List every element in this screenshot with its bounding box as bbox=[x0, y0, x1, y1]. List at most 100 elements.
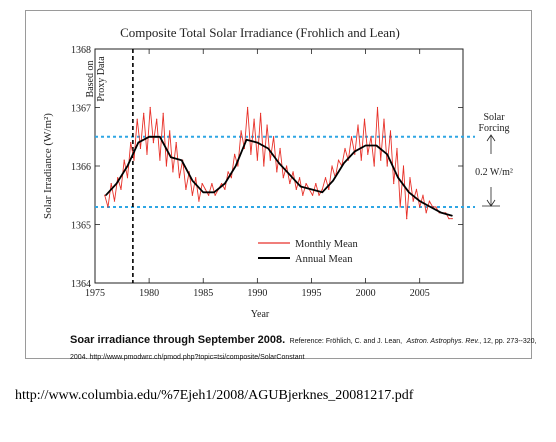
monthly-mean-point bbox=[272, 136, 275, 138]
monthly-mean-point bbox=[276, 171, 278, 173]
monthly-mean-point bbox=[204, 188, 206, 190]
monthly-mean-point bbox=[425, 212, 427, 214]
monthly-mean-point bbox=[237, 165, 239, 167]
monthly-mean-point bbox=[195, 177, 197, 179]
annual-mean-point bbox=[278, 162, 280, 164]
monthly-mean-point bbox=[383, 118, 385, 120]
monthly-mean-point bbox=[110, 182, 112, 185]
annual-mean-point bbox=[137, 142, 139, 144]
monthly-mean-point bbox=[256, 159, 258, 161]
monthly-mean-point bbox=[324, 177, 327, 179]
monthly-mean-point bbox=[240, 130, 242, 132]
proxy-label-line1: Based on bbox=[85, 61, 96, 98]
monthly-mean-point bbox=[123, 159, 125, 161]
annual-mean-point bbox=[289, 174, 291, 176]
x-axis-label: Year bbox=[251, 309, 270, 320]
monthly-mean-point bbox=[380, 159, 382, 161]
monthly-mean-point bbox=[448, 218, 450, 220]
monthly-mean-point bbox=[107, 206, 109, 208]
monthly-mean-point bbox=[263, 165, 265, 167]
x-tick-label: 1975 bbox=[85, 288, 105, 299]
annual-mean-point bbox=[105, 194, 107, 196]
monthly-mean-point bbox=[328, 188, 330, 190]
monthly-mean-point bbox=[230, 177, 232, 179]
monthly-mean-point bbox=[354, 153, 356, 155]
monthly-mean-point bbox=[360, 159, 362, 161]
annual-mean-point bbox=[343, 162, 345, 164]
annual-mean-point bbox=[202, 191, 204, 193]
monthly-mean-point bbox=[234, 153, 236, 155]
monthly-mean-point bbox=[402, 165, 405, 167]
annual-mean-point bbox=[245, 139, 248, 141]
monthly-mean-point bbox=[162, 112, 164, 114]
monthly-mean-point bbox=[178, 177, 181, 179]
monthly-mean-point bbox=[113, 200, 116, 202]
annual-mean-point bbox=[354, 150, 356, 152]
monthly-mean-point bbox=[311, 194, 314, 196]
x-tick-label: 2005 bbox=[410, 288, 430, 299]
forcing-arrow-up-head bbox=[486, 134, 496, 142]
caption-ref-prefix: Reference: Fröhlich, C. and J. Lean, bbox=[289, 338, 403, 345]
caption-ref-rest: , 12, pp. 273--320, 2004. http://www.pmo… bbox=[70, 338, 537, 361]
monthly-mean-point bbox=[269, 159, 271, 161]
solar-irradiance-chart: Composite Total Solar Irradiance (Frohli… bbox=[42, 25, 513, 320]
x-tick-label: 1995 bbox=[301, 288, 321, 299]
monthly-mean-point bbox=[143, 112, 145, 114]
monthly-mean-point bbox=[409, 177, 411, 179]
monthly-mean-point bbox=[393, 182, 395, 185]
monthly-mean-point bbox=[305, 182, 307, 185]
annual-mean-point bbox=[213, 191, 215, 193]
monthly-mean-point bbox=[357, 124, 359, 126]
monthly-mean-point bbox=[279, 147, 281, 150]
monthly-mean-point bbox=[428, 200, 431, 202]
forcing-value: 0.2 W/m² bbox=[475, 167, 513, 178]
annual-mean-point bbox=[180, 159, 183, 161]
annual-mean-point bbox=[408, 191, 410, 193]
monthly-mean-point bbox=[396, 147, 398, 150]
monthly-mean-point bbox=[344, 147, 346, 150]
y-tick-label: 1368 bbox=[71, 45, 91, 56]
monthly-mean-point bbox=[282, 177, 284, 179]
y-tick-label: 1364 bbox=[71, 279, 91, 290]
y-tick-label: 1366 bbox=[71, 162, 91, 173]
source-url[interactable]: http://www.columbia.edu/%7Ejeh1/2008/AGU… bbox=[15, 388, 414, 403]
monthly-mean-point bbox=[386, 165, 388, 167]
monthly-mean-point bbox=[298, 177, 301, 179]
figure-frame: Composite Total Solar Irradiance (Frohli… bbox=[25, 10, 537, 361]
monthly-mean-point bbox=[227, 171, 229, 173]
annual-mean-point bbox=[310, 188, 313, 190]
monthly-mean-point bbox=[247, 106, 249, 109]
monthly-mean-point bbox=[198, 200, 200, 202]
monthly-mean-point bbox=[376, 106, 379, 109]
monthly-mean-point bbox=[250, 153, 252, 155]
monthly-mean-point bbox=[149, 106, 151, 109]
monthly-mean-point bbox=[373, 165, 375, 167]
annual-mean-point bbox=[191, 180, 194, 182]
annual-mean-point bbox=[321, 191, 323, 193]
annual-mean-point bbox=[256, 142, 258, 144]
monthly-mean-point bbox=[136, 118, 138, 120]
monthly-mean-point bbox=[175, 142, 177, 144]
monthly-mean-point bbox=[208, 194, 210, 196]
monthly-mean-point bbox=[253, 118, 255, 120]
monthly-mean-point bbox=[201, 182, 203, 185]
monthly-mean-point bbox=[435, 206, 437, 208]
monthly-mean-point bbox=[165, 165, 168, 167]
annual-mean-point bbox=[386, 153, 388, 155]
monthly-mean-point bbox=[412, 200, 414, 202]
annual-mean-point bbox=[224, 182, 226, 185]
monthly-mean-point bbox=[363, 118, 366, 120]
monthly-mean-point bbox=[295, 188, 297, 190]
monthly-mean-point bbox=[451, 218, 453, 220]
monthly-mean-point bbox=[104, 194, 106, 196]
monthly-mean-point bbox=[130, 142, 132, 144]
monthly-mean-point bbox=[243, 147, 245, 150]
annual-mean-point bbox=[364, 144, 367, 147]
annual-mean-point bbox=[397, 177, 399, 179]
monthly-mean-point bbox=[159, 159, 161, 161]
monthly-mean-point bbox=[260, 112, 262, 114]
monthly-mean-point bbox=[126, 177, 129, 179]
monthly-mean-point bbox=[191, 194, 194, 196]
monthly-mean-point bbox=[422, 194, 424, 196]
monthly-mean-point bbox=[292, 171, 294, 173]
